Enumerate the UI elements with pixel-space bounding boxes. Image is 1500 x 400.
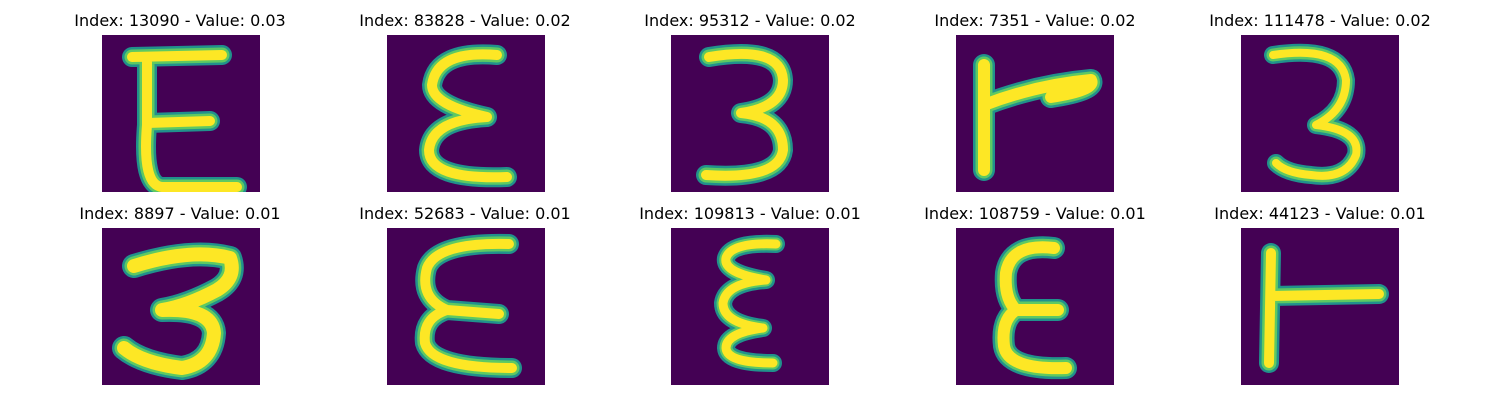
digit-image [671, 228, 829, 385]
digit-image [387, 228, 545, 385]
panel-title: Index: 52683 - Value: 0.01 [359, 204, 571, 223]
digit-image [1241, 228, 1399, 385]
panel-title: Index: 13090 - Value: 0.03 [74, 11, 286, 30]
digit-image [956, 35, 1114, 192]
digit-image [671, 35, 829, 192]
digit-image [102, 35, 260, 192]
panel-title: Index: 109813 - Value: 0.01 [639, 204, 861, 223]
digit-image [387, 35, 545, 192]
panel-title: Index: 83828 - Value: 0.02 [359, 11, 571, 30]
panel-title: Index: 44123 - Value: 0.01 [1214, 204, 1426, 223]
panel-title: Index: 7351 - Value: 0.02 [934, 11, 1136, 30]
digit-image [1241, 35, 1399, 192]
digit-image [956, 228, 1114, 385]
panel-title: Index: 108759 - Value: 0.01 [924, 204, 1146, 223]
panel-title: Index: 111478 - Value: 0.02 [1209, 11, 1431, 30]
digit-image [102, 228, 260, 385]
panel-title: Index: 95312 - Value: 0.02 [644, 11, 856, 30]
panel-title: Index: 8897 - Value: 0.01 [79, 204, 281, 223]
